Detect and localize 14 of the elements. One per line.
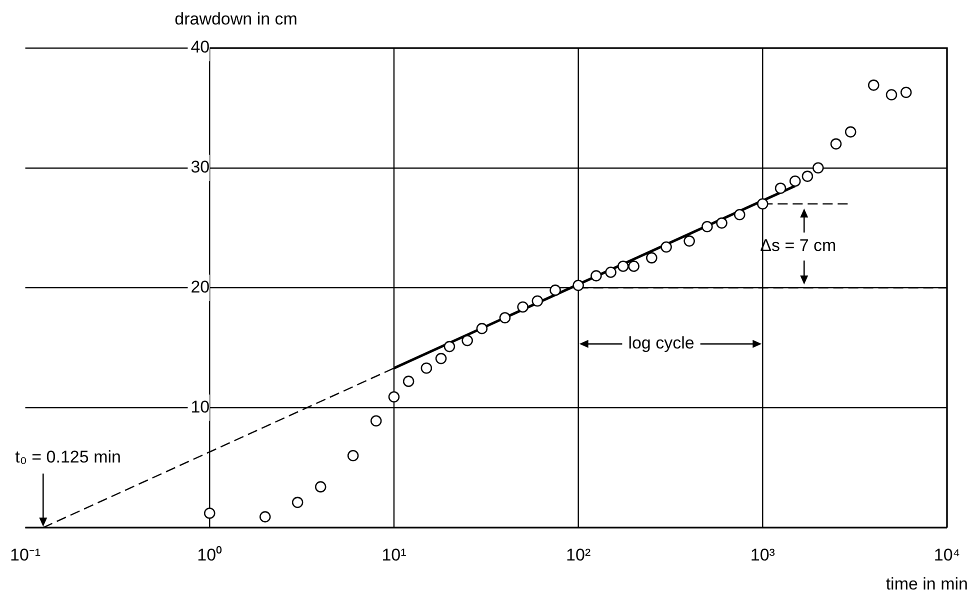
y-tick-label: 40 xyxy=(190,38,210,57)
annotation: log cycle xyxy=(628,334,694,353)
x-tick-label: 10⁰ xyxy=(197,545,222,564)
x-tick-label: 10⁴ xyxy=(934,545,960,564)
x-tick-label: 10⁻¹ xyxy=(10,545,41,564)
y-tick-label: 20 xyxy=(190,277,210,296)
y-tick-label: 10 xyxy=(190,397,210,416)
x-axis-title: time in min xyxy=(886,574,968,594)
annotation: t₀ = 0.125 min xyxy=(15,447,121,466)
x-tick-label: 10³ xyxy=(750,545,776,564)
x-tick-label: 10¹ xyxy=(382,545,407,564)
y-axis-title: drawdown in cm xyxy=(174,10,298,29)
y-tick-label: 30 xyxy=(190,158,210,177)
x-tick-label: 10² xyxy=(566,545,591,564)
